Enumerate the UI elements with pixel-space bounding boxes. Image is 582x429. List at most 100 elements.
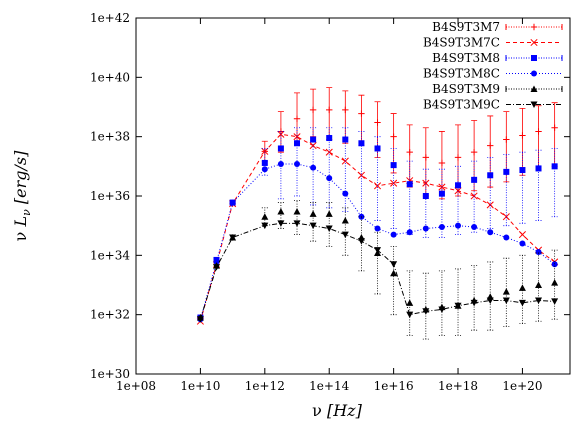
data-point: [551, 261, 558, 268]
error-bar: [294, 127, 301, 197]
error-bar: [406, 270, 413, 336]
data-point: [422, 179, 430, 187]
data-point: [310, 164, 317, 171]
data-point: [406, 229, 413, 236]
data-point: [471, 176, 478, 183]
legend: B4S9T3M7B4S9T3M7CB4S9T3M8B4S9T3M8CB4S9T3…: [423, 20, 563, 112]
error-bar: [503, 257, 510, 327]
data-point: [518, 231, 526, 239]
data-point: [293, 115, 301, 123]
error-bar: [519, 254, 526, 324]
series-B4S9T3M8C: [197, 160, 558, 323]
error-bar: [503, 154, 510, 227]
x-axis-title: ν [Hz]: [312, 401, 362, 420]
data-point: [309, 106, 317, 114]
data-point: [470, 192, 478, 200]
data-point: [535, 281, 543, 288]
data-point: [277, 220, 285, 227]
series-B4S9T3M8: [197, 127, 558, 321]
data-point: [486, 297, 494, 305]
data-point: [277, 145, 284, 152]
data-point: [277, 130, 285, 138]
data-point: [293, 208, 301, 215]
data-point: [438, 306, 446, 313]
legend-label: B4S9T3M7: [432, 20, 500, 34]
data-point: [213, 258, 220, 265]
data-point: [358, 140, 365, 147]
data-point: [454, 154, 462, 161]
y-tick-label: 1e+32: [90, 308, 130, 322]
legend-marker: [531, 70, 537, 77]
error-bar: [471, 265, 478, 331]
plot-area: [196, 87, 559, 340]
error-bar: [374, 136, 381, 221]
data-point: [471, 224, 478, 231]
data-point: [309, 210, 317, 217]
data-point: [422, 225, 429, 232]
y-tick-label: 1e+38: [90, 130, 130, 144]
data-point: [503, 234, 510, 241]
legend-marker: [530, 85, 538, 92]
data-point: [294, 160, 301, 167]
data-point: [503, 168, 510, 175]
legend-label: B4S9T3M8: [432, 51, 500, 65]
data-point: [212, 264, 220, 271]
data-point: [503, 136, 510, 143]
data-point: [422, 154, 430, 161]
data-point: [470, 148, 478, 156]
error-bar: [277, 202, 284, 229]
data-point: [357, 171, 365, 179]
error-bar: [535, 252, 542, 322]
data-point: [229, 234, 237, 241]
x-tick-label: 1e+12: [245, 379, 285, 393]
error-bar: [535, 149, 542, 221]
data-point: [551, 298, 559, 305]
data-point: [535, 248, 542, 255]
error-bar: [487, 261, 494, 331]
error-bar: [551, 249, 558, 320]
data-point: [309, 142, 317, 150]
data-point: [551, 124, 558, 131]
data-point: [519, 167, 526, 174]
legend-marker: [530, 38, 538, 47]
series-line: [199, 222, 555, 320]
legend-errbar: [505, 55, 563, 61]
data-point: [406, 311, 414, 319]
data-point: [358, 110, 365, 117]
data-point: [390, 133, 397, 140]
data-point: [406, 181, 413, 188]
x-tick-label: 1e+14: [309, 379, 349, 393]
error-bar: [390, 246, 397, 316]
data-point: [326, 175, 333, 182]
error-bar: [455, 268, 462, 336]
data-point: [454, 187, 462, 195]
data-point: [422, 308, 430, 315]
y-tick-label: 1e+40: [90, 70, 130, 84]
data-point: [229, 199, 236, 206]
data-point: [518, 299, 526, 307]
data-point: [277, 208, 285, 215]
error-bar: [455, 165, 462, 235]
x-tick-label: 1e+20: [502, 379, 542, 393]
data-point: [535, 165, 542, 172]
axes: 1e+08 1e+10 1e+12 1e+14 1e+16 1e+18 1e+20 1e+30…: [90, 11, 571, 393]
data-point: [487, 142, 494, 149]
data-point: [470, 299, 478, 307]
data-point: [374, 225, 381, 232]
data-point: [325, 210, 333, 217]
legend-marker: [531, 55, 537, 61]
data-point: [535, 297, 543, 305]
data-point: [502, 288, 510, 295]
data-point: [390, 162, 397, 169]
legend-errbar: [505, 86, 563, 92]
y-axis-title: ν Lν [erg/s]: [11, 150, 34, 241]
error-bar: [422, 168, 429, 238]
data-point: [310, 136, 317, 143]
error-bar: [310, 127, 317, 206]
error-bar: [342, 207, 349, 256]
error-bar: [326, 127, 333, 209]
error-bar: [438, 168, 445, 238]
x-tick-label: 1e+10: [180, 379, 220, 393]
data-point: [551, 163, 558, 170]
data-point: [342, 136, 349, 143]
